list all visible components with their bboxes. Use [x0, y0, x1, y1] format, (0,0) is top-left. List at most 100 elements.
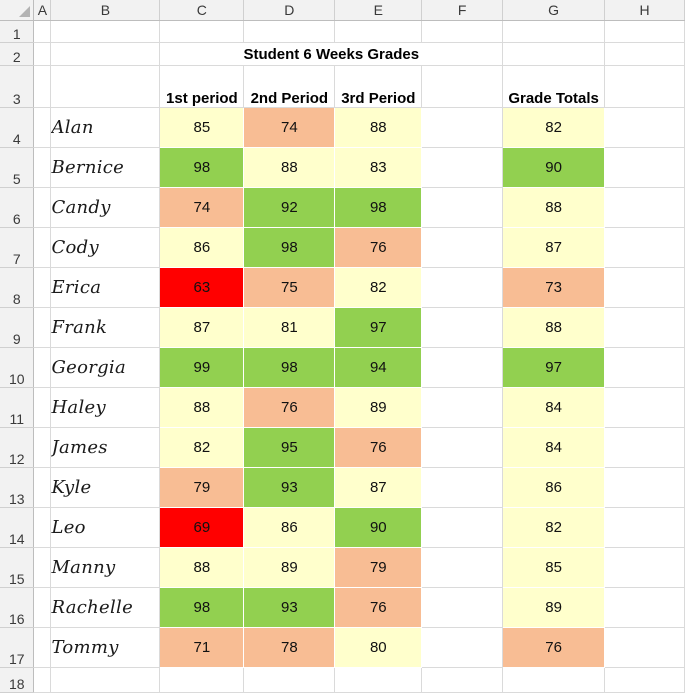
cell[interactable] — [421, 667, 504, 693]
cell[interactable] — [421, 387, 504, 428]
grade-3rd-period[interactable]: 76 — [334, 227, 422, 268]
cell[interactable] — [243, 20, 336, 43]
cell[interactable] — [502, 667, 606, 693]
grade-1st-period[interactable]: 74 — [159, 187, 244, 228]
cell[interactable] — [604, 42, 685, 66]
cell[interactable] — [33, 20, 52, 43]
cell[interactable] — [159, 667, 245, 693]
grade-1st-period[interactable]: 99 — [159, 347, 244, 388]
header-3rd-period[interactable]: 3rd Period — [334, 65, 423, 108]
row-header[interactable]: 14 — [0, 507, 35, 548]
grade-1st-period[interactable]: 88 — [159, 387, 244, 428]
student-name[interactable]: Rachelle — [50, 587, 161, 628]
cell[interactable] — [159, 20, 245, 43]
column-header-a[interactable]: A — [33, 0, 52, 21]
grade-1st-period[interactable]: 87 — [159, 307, 244, 348]
row-header[interactable]: 7 — [0, 227, 35, 268]
grade-total[interactable]: 90 — [502, 147, 605, 188]
cell[interactable] — [421, 65, 504, 108]
column-header-f[interactable]: F — [421, 0, 504, 21]
cell[interactable] — [421, 147, 504, 188]
grade-total[interactable]: 88 — [502, 307, 605, 348]
select-all-corner[interactable] — [0, 0, 35, 21]
cell[interactable] — [50, 20, 161, 43]
grade-3rd-period[interactable]: 79 — [334, 547, 422, 588]
student-name[interactable]: James — [50, 427, 161, 468]
row-header[interactable]: 13 — [0, 467, 35, 508]
cell[interactable] — [33, 547, 52, 588]
grade-3rd-period[interactable]: 88 — [334, 107, 422, 148]
cell[interactable] — [604, 65, 685, 108]
grade-3rd-period[interactable]: 97 — [334, 307, 422, 348]
grade-total[interactable]: 84 — [502, 427, 605, 468]
column-header-d[interactable]: D — [243, 0, 336, 21]
grade-1st-period[interactable]: 82 — [159, 427, 244, 468]
student-name[interactable]: Manny — [50, 547, 161, 588]
cell[interactable] — [243, 667, 336, 693]
cell[interactable] — [604, 307, 685, 348]
cell[interactable] — [334, 20, 423, 43]
grade-1st-period[interactable]: 79 — [159, 467, 244, 508]
column-header-c[interactable]: C — [159, 0, 245, 21]
cell[interactable] — [33, 42, 52, 66]
cell[interactable] — [604, 347, 685, 388]
cell[interactable] — [421, 547, 504, 588]
cell[interactable] — [421, 20, 504, 43]
cell[interactable] — [604, 587, 685, 628]
cell[interactable] — [604, 387, 685, 428]
cell[interactable] — [50, 65, 161, 108]
row-header[interactable]: 12 — [0, 427, 35, 468]
grade-2nd-period[interactable]: 88 — [243, 147, 335, 188]
cell[interactable] — [421, 627, 504, 668]
student-name[interactable]: Cody — [50, 227, 161, 268]
cell[interactable] — [421, 187, 504, 228]
cell[interactable] — [33, 627, 52, 668]
grade-2nd-period[interactable]: 78 — [243, 627, 335, 668]
grade-3rd-period[interactable]: 98 — [334, 187, 422, 228]
student-name[interactable]: Candy — [50, 187, 161, 228]
grade-1st-period[interactable]: 71 — [159, 627, 244, 668]
grade-total[interactable]: 82 — [502, 107, 605, 148]
cell[interactable] — [421, 347, 504, 388]
grade-2nd-period[interactable]: 98 — [243, 227, 335, 268]
cell[interactable] — [502, 20, 606, 43]
grade-total[interactable]: 76 — [502, 627, 605, 668]
cell[interactable] — [33, 187, 52, 228]
row-header[interactable]: 3 — [0, 65, 35, 108]
cell[interactable] — [421, 427, 504, 468]
cell[interactable] — [421, 307, 504, 348]
row-header[interactable]: 10 — [0, 347, 35, 388]
grade-2nd-period[interactable]: 89 — [243, 547, 335, 588]
grade-3rd-period[interactable]: 76 — [334, 587, 422, 628]
grade-3rd-period[interactable]: 82 — [334, 267, 422, 308]
student-name[interactable]: Bernice — [50, 147, 161, 188]
student-name[interactable]: Alan — [50, 107, 161, 148]
grade-2nd-period[interactable]: 92 — [243, 187, 335, 228]
cell[interactable] — [33, 267, 52, 308]
row-header[interactable]: 11 — [0, 387, 35, 428]
cell[interactable] — [33, 347, 52, 388]
cell[interactable] — [604, 20, 685, 43]
grade-2nd-period[interactable]: 76 — [243, 387, 335, 428]
grade-1st-period[interactable]: 85 — [159, 107, 244, 148]
row-header[interactable]: 16 — [0, 587, 35, 628]
cell[interactable] — [33, 507, 52, 548]
column-header-g[interactable]: G — [502, 0, 606, 21]
grade-2nd-period[interactable]: 95 — [243, 427, 335, 468]
cell[interactable] — [33, 467, 52, 508]
cell[interactable] — [334, 667, 423, 693]
cell[interactable] — [604, 507, 685, 548]
row-header[interactable]: 8 — [0, 267, 35, 308]
grade-3rd-period[interactable]: 89 — [334, 387, 422, 428]
cell[interactable] — [421, 507, 504, 548]
column-header-b[interactable]: B — [50, 0, 161, 21]
header-1st-period[interactable]: 1st period — [159, 65, 245, 108]
cell[interactable] — [33, 107, 52, 148]
grade-3rd-period[interactable]: 87 — [334, 467, 422, 508]
grade-1st-period[interactable]: 88 — [159, 547, 244, 588]
row-header[interactable]: 18 — [0, 667, 35, 693]
cell[interactable] — [33, 667, 52, 693]
cell[interactable] — [33, 427, 52, 468]
grade-2nd-period[interactable]: 74 — [243, 107, 335, 148]
grade-total[interactable]: 88 — [502, 187, 605, 228]
